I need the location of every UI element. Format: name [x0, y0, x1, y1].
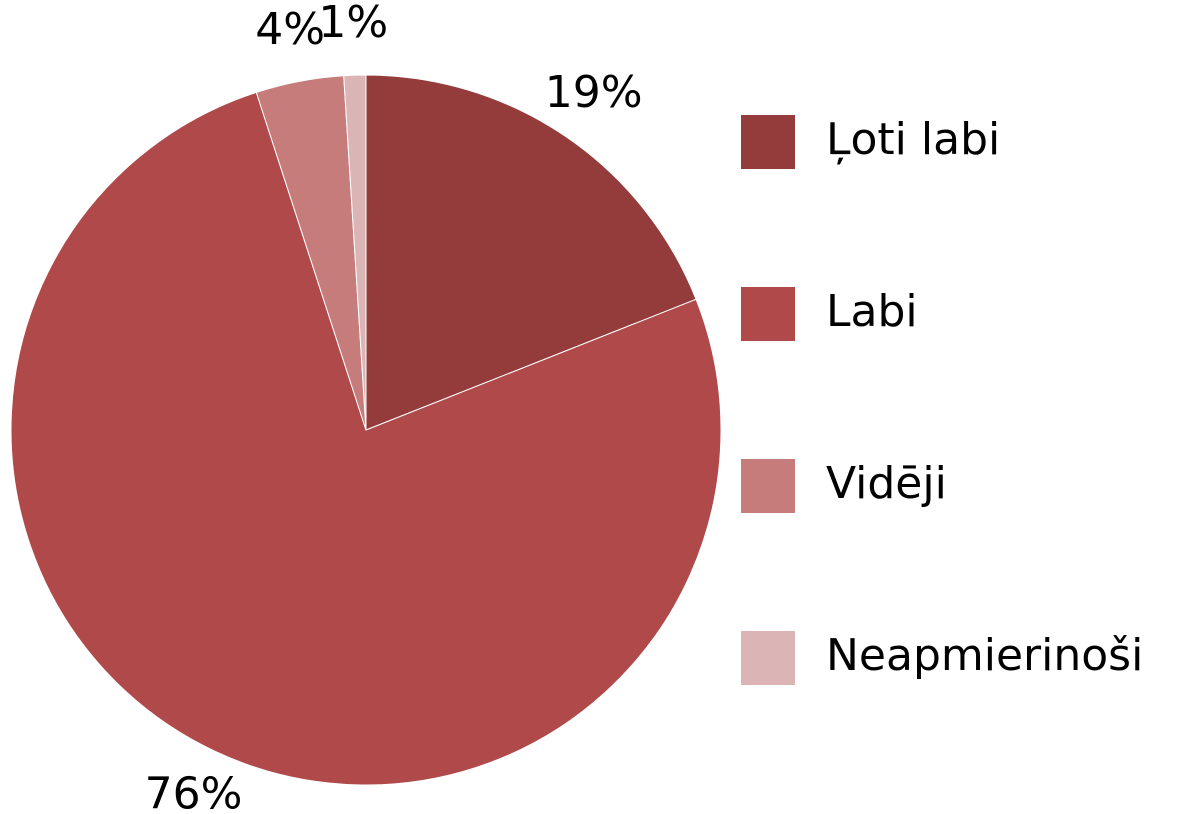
legend-label: Vidēji [826, 458, 947, 509]
pie-slice [365, 74, 697, 431]
pie-slice [343, 74, 367, 431]
legend-label: Neapmierinoši [826, 630, 1143, 681]
legend-swatch [741, 287, 795, 341]
legend-swatch [741, 115, 795, 169]
legend-swatch [741, 459, 795, 513]
legend-swatch [741, 631, 795, 685]
pie-slice [10, 91, 722, 786]
data-label: 76% [145, 768, 243, 814]
legend-label: Labi [826, 286, 918, 337]
data-label: 4% [255, 4, 325, 55]
data-label: 19% [545, 67, 643, 118]
data-label: 1% [318, 0, 388, 48]
legend-label: Ļoti labi [826, 114, 1000, 165]
